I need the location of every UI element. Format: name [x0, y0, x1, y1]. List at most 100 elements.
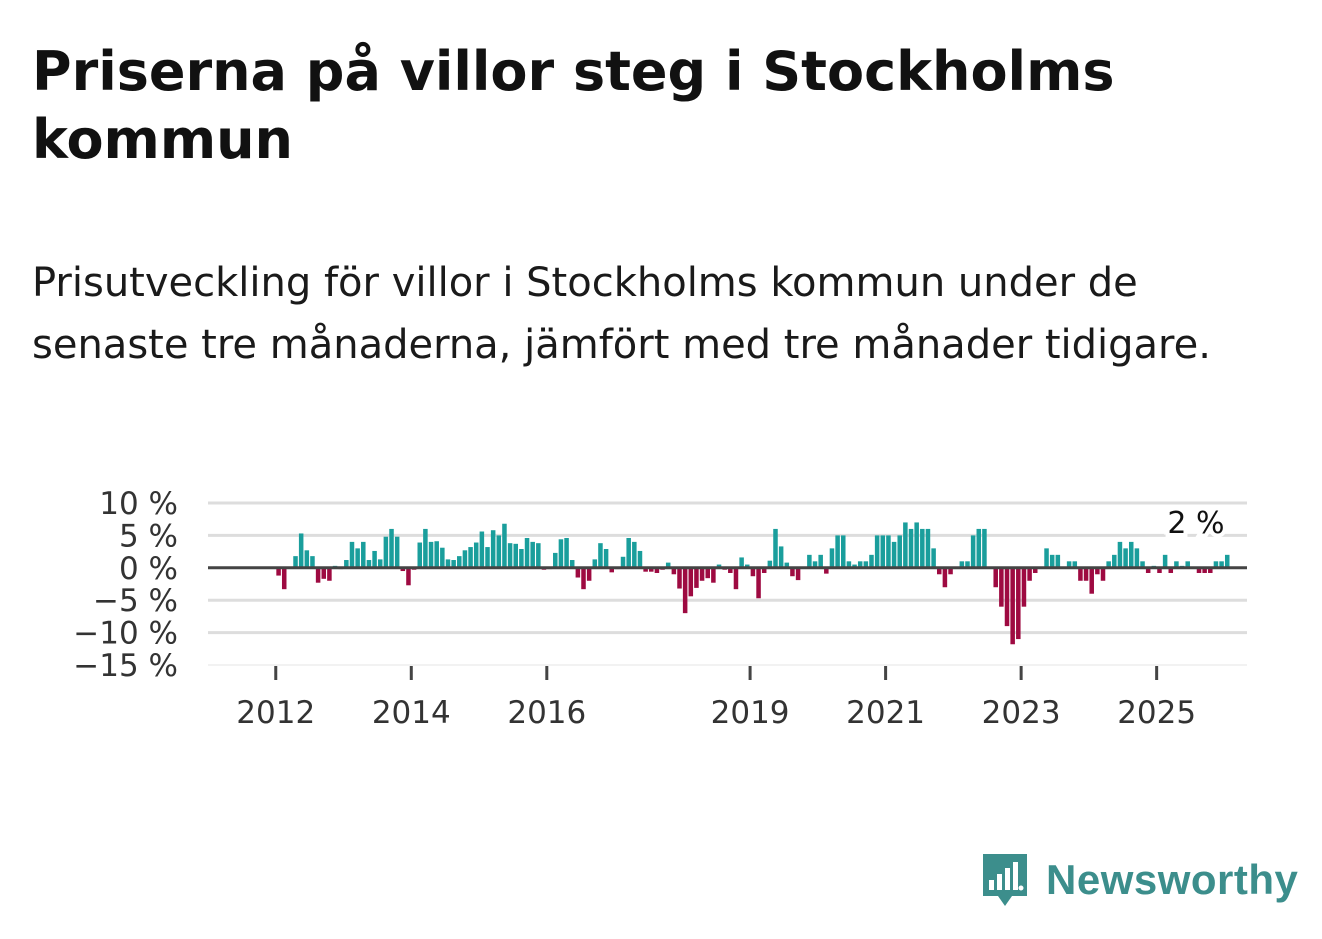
brand-name: Newsworthy [1046, 856, 1299, 903]
bar [914, 522, 919, 568]
bar [1100, 567, 1106, 581]
bar [620, 556, 626, 568]
x-tick-label: 2014 [372, 695, 451, 731]
bar [891, 541, 897, 568]
bar [959, 561, 965, 568]
bar [276, 567, 281, 576]
bar [1072, 561, 1078, 568]
bar [840, 535, 846, 568]
bar [1032, 567, 1038, 573]
bar [530, 541, 535, 568]
bar [383, 536, 389, 568]
bar [756, 567, 761, 599]
bar [852, 564, 857, 568]
bar [784, 562, 790, 568]
bar [1083, 567, 1089, 581]
bar [699, 567, 705, 581]
bar [575, 567, 581, 578]
bar [632, 541, 637, 568]
bar [976, 528, 982, 568]
bar [671, 567, 677, 575]
bar [903, 522, 908, 568]
bar [1202, 567, 1207, 573]
bar [1196, 567, 1202, 573]
bar [445, 559, 451, 568]
bar [936, 567, 942, 575]
bar [1095, 567, 1100, 575]
bar [948, 567, 953, 575]
bar [665, 562, 671, 568]
bar [846, 561, 852, 568]
bar [931, 548, 936, 568]
y-tick-label: 10 % [99, 486, 178, 522]
bar [965, 561, 970, 568]
bar [750, 567, 756, 577]
bar [682, 567, 688, 614]
x-tick-label: 2019 [711, 695, 790, 731]
bar [400, 567, 406, 572]
bar [440, 547, 445, 568]
y-tick-label: 5 % [119, 518, 178, 554]
bar [970, 535, 976, 568]
bar [417, 542, 423, 568]
bar [490, 530, 496, 568]
bar [293, 556, 298, 568]
x-axis: 2012 2014 2016 2019 2021 2023 2025 [236, 666, 1196, 731]
x-tick-label: 2016 [507, 695, 586, 731]
bar [468, 547, 473, 568]
chart-subtitle: Prisutveckling för villor i Stockholms k… [32, 260, 1211, 368]
bar [524, 537, 530, 568]
bar [1117, 541, 1123, 568]
bar [897, 535, 902, 568]
bar [1112, 554, 1117, 568]
bar [298, 533, 304, 568]
x-tick-label: 2025 [1117, 695, 1196, 731]
bar [355, 548, 360, 568]
bar [513, 543, 519, 568]
bar [377, 559, 383, 568]
bar [485, 547, 490, 568]
bar [1049, 554, 1055, 568]
bar [1168, 567, 1174, 573]
bar [558, 539, 564, 568]
bar [344, 560, 349, 568]
bar [1021, 567, 1027, 607]
bar [1089, 567, 1094, 594]
bar [428, 541, 434, 568]
bar [569, 560, 575, 568]
bar [1044, 548, 1049, 568]
bar [1174, 561, 1179, 568]
bar [473, 542, 479, 568]
bar [1010, 567, 1015, 645]
bar [880, 535, 886, 568]
gridlines [208, 501, 1247, 666]
bar-chart-speech-bubble-icon [983, 854, 1027, 906]
bar [993, 567, 998, 588]
bar [1128, 541, 1134, 568]
bar [519, 549, 524, 568]
bar [761, 567, 767, 573]
bar [773, 528, 778, 568]
x-tick-label: 2021 [846, 695, 925, 731]
bar [790, 567, 795, 577]
bar [1224, 554, 1230, 568]
bar [327, 567, 332, 581]
annotation-group: 2 % [1163, 502, 1228, 545]
y-axis-labels: 10 %5 %0 %−5 %−10 %−15 % [73, 486, 178, 684]
last-value-annotation: 2 % [1167, 506, 1224, 541]
bar [321, 567, 327, 579]
bar [310, 556, 315, 568]
bar [1208, 567, 1213, 573]
bar [496, 535, 502, 568]
bar [361, 541, 366, 568]
bar [824, 567, 829, 574]
chart-title: Priserna på villor steg i Stockholms kom… [32, 40, 1115, 171]
bar [586, 567, 592, 581]
bar [581, 567, 586, 590]
bars [276, 522, 1230, 645]
bar [1066, 561, 1072, 568]
bar [626, 537, 631, 568]
bar [1140, 561, 1145, 568]
bar [1219, 561, 1224, 568]
bar [502, 523, 507, 568]
